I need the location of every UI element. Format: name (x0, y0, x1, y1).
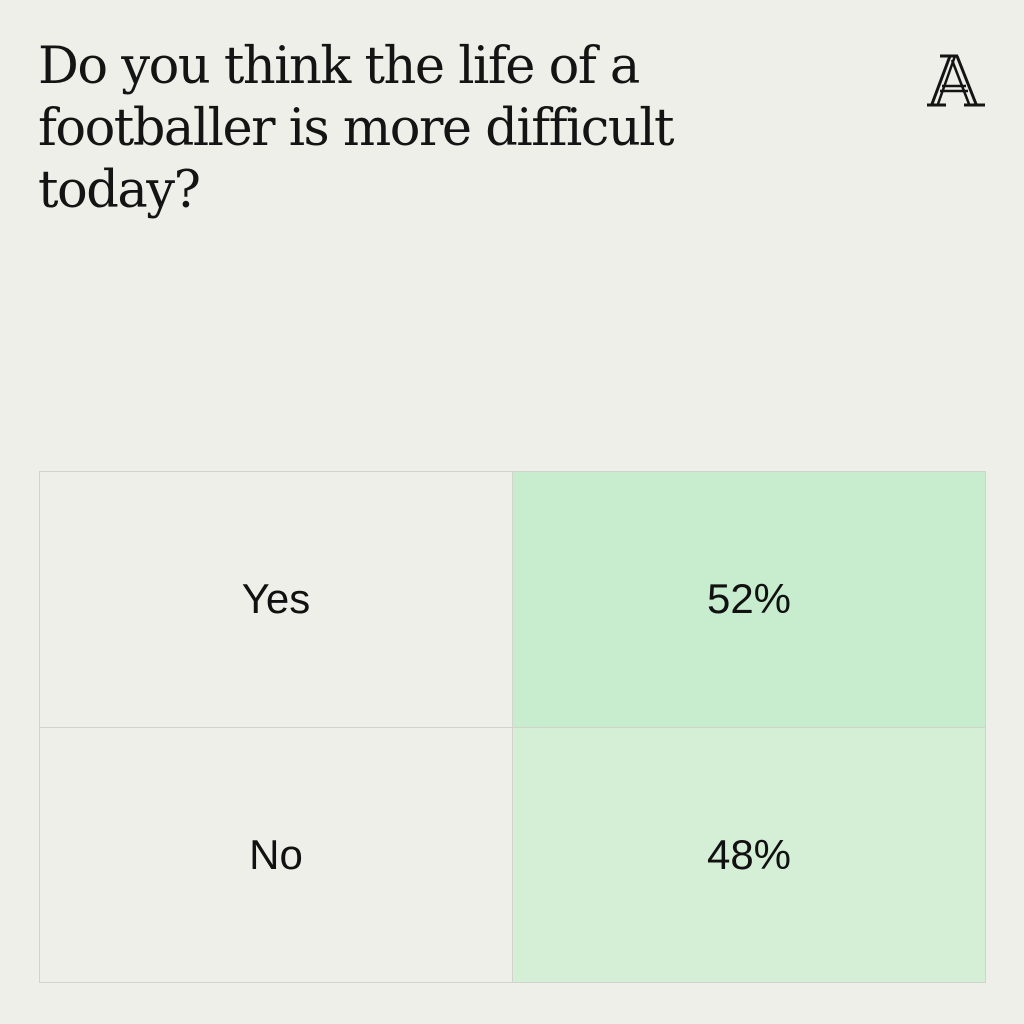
results-table: Yes 52% No 48% (39, 471, 986, 983)
table-row: Yes 52% (39, 471, 986, 728)
answer-label-yes: Yes (39, 471, 513, 728)
answer-value-yes: 52% (512, 471, 986, 728)
answer-value-no: 48% (512, 726, 986, 983)
athletic-a-logo-icon (924, 50, 988, 112)
answer-label-no: No (39, 726, 513, 983)
table-row: No 48% (39, 726, 986, 983)
page-title: Do you think the life of a footballer is… (38, 37, 675, 220)
